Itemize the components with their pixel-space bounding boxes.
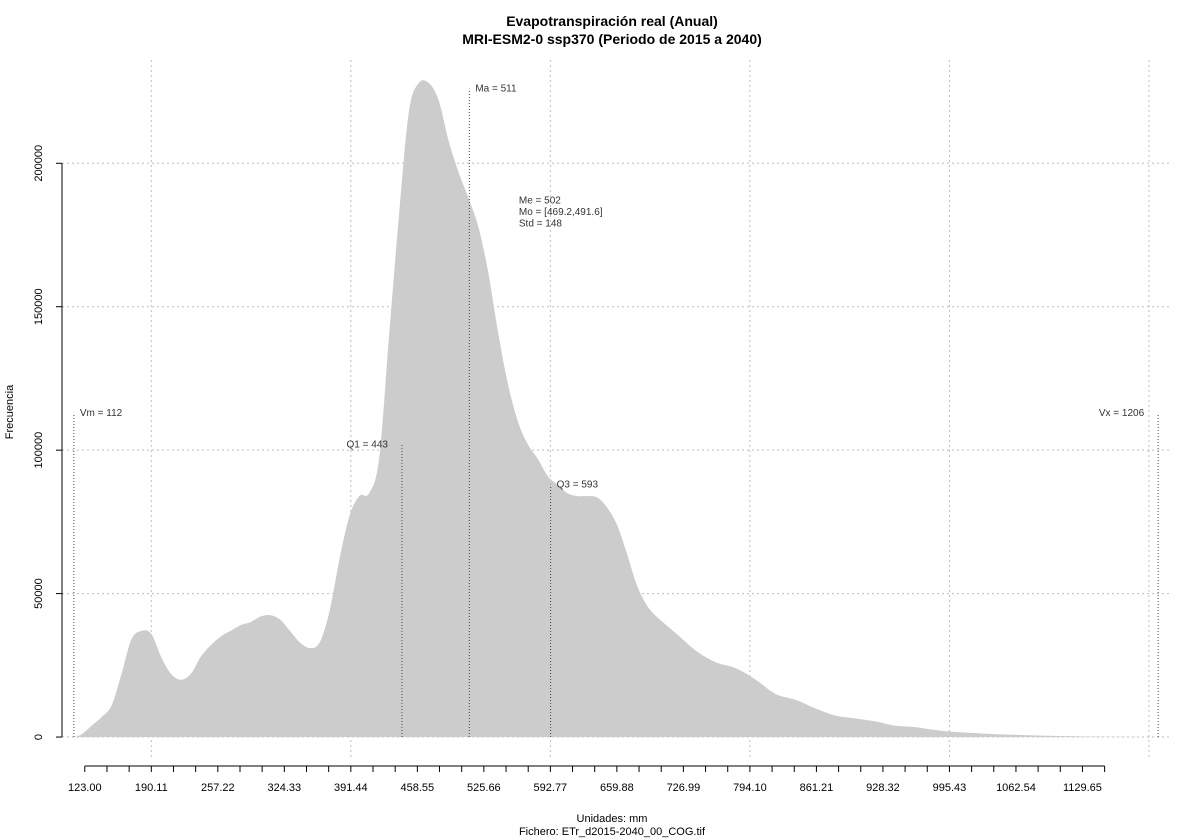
x-tick-label-11: 861.21 [800,782,834,794]
x-tick-label-3: 324.33 [267,782,301,794]
y-tick-label-0: 0 [33,734,45,740]
marker-label-4: Vx = 1206 [1099,408,1145,419]
x-tick-label-13: 995.43 [933,782,967,794]
x-tick-label-14: 1062.54 [996,782,1036,794]
x-axis-label: Unidades: mm [577,813,648,825]
x-axis-ticks: 123.00 190.11 257.22 324.33 391.44 458.55 525.… [68,766,1106,794]
density-area [73,80,1159,737]
x-tick-label-2: 257.22 [201,782,235,794]
y-tick-label-2: 100000 [33,432,45,469]
chart-title: Evapotranspiración real (Anual) [506,13,718,29]
x-tick-label-0: 123.00 [68,782,102,794]
x-tick-label-5: 458.55 [401,782,435,794]
x-tick-label-8: 659.88 [600,782,634,794]
x-tick-label-7: 592.77 [534,782,568,794]
stat-line-1: Mo = [469.2,491.6] [519,207,603,218]
marker-label-1: Q1 = 443 [347,439,389,450]
marker-label-3: Q3 = 593 [557,480,599,491]
x-tick-label-1: 190.11 [135,782,168,794]
chart-subtitle: MRI-ESM2-0 ssp370 (Periodo de 2015 a 204… [462,31,762,47]
marker-label-0: Vm = 112 [80,408,123,419]
stat-line-0: Me = 502 [519,195,561,206]
x-tick-label-15: 1129.65 [1063,782,1102,794]
stat-markers: Vm = 112 Q1 = 443 Ma = 511 Q3 = 593 Vx = 120… [73,84,1159,738]
file-footer: Fichero: ETr_d2015-2040_00_COG.tif [519,826,706,838]
stat-line-2: Std = 148 [519,218,563,229]
marker-label-2: Ma = 511 [475,84,517,95]
y-tick-label-1: 50000 [33,578,45,609]
x-tick-label-6: 525.66 [467,782,501,794]
y-tick-label-4: 200000 [33,145,45,182]
x-tick-label-9: 726.99 [667,782,701,794]
y-axis-label: Frecuencia [4,384,16,439]
x-tick-label-4: 391.44 [334,782,368,794]
x-tick-label-10: 794.10 [733,782,767,794]
x-tick-label-12: 928.32 [866,782,900,794]
y-tick-label-3: 150000 [33,288,45,325]
y-axis-ticks: 0 50000 100000 150000 200000 [33,145,62,740]
